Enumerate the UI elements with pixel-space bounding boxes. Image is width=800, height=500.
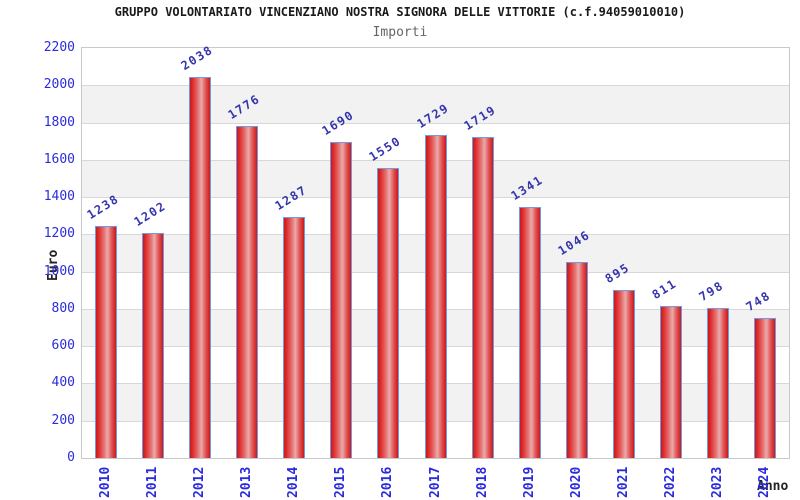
x-tick-label: 2022: [663, 466, 679, 498]
x-tick-label: 2018: [474, 466, 490, 498]
chart-title: GRUPPO VOLONTARIATO VINCENZIANO NOSTRA S…: [114, 5, 686, 19]
bar: [754, 318, 777, 458]
x-tick-label: 2011: [144, 466, 160, 498]
x-tick-label: 2024: [757, 466, 773, 498]
y-tick-label: 2200: [43, 40, 75, 55]
y-tick-label: 600: [51, 338, 75, 354]
x-tick-label: 2016: [380, 466, 396, 498]
x-tick-label: 2015: [333, 466, 349, 498]
bar: [518, 207, 541, 458]
bar: [94, 226, 117, 458]
y-tick-label: 0: [67, 450, 75, 465]
bar: [141, 233, 164, 458]
bar: [424, 135, 447, 458]
y-tick-label: 800: [51, 300, 75, 316]
x-tick-label: 2013: [238, 466, 254, 498]
x-tick-label: 2020: [568, 466, 584, 498]
bar: [613, 290, 636, 458]
y-tick-label: 1800: [43, 114, 75, 130]
bar: [235, 126, 258, 458]
bar: [283, 217, 306, 458]
plot-area: 1238 1202 2038 1776 1287 1690 1550 1729 1719 1341…: [81, 43, 790, 459]
x-tick-label: 2023: [710, 466, 726, 498]
y-tick-label: 400: [51, 375, 75, 391]
x-tick-label: 2021: [616, 466, 632, 498]
y-tick-label: 1400: [43, 189, 75, 205]
y-tick-label: 200: [51, 412, 75, 428]
bar: [471, 137, 494, 458]
bar: [565, 262, 588, 458]
gridline: [82, 85, 789, 87]
x-tick-label: 2014: [286, 466, 302, 498]
x-tick-label: 2010: [97, 466, 113, 498]
y-tick-label: 1200: [43, 226, 75, 242]
x-tick-label: 2019: [521, 466, 537, 498]
x-tick-label: 2012: [191, 466, 207, 498]
y-tick-label: 2000: [43, 77, 75, 93]
bar: [188, 77, 211, 458]
bar: [660, 306, 683, 458]
bar: [707, 308, 730, 458]
chart-subtitle: Importi: [372, 25, 428, 40]
gridline: [82, 122, 789, 124]
y-tick-label: 1000: [43, 263, 75, 279]
bar: [330, 142, 353, 458]
x-tick-label: 2017: [427, 466, 443, 498]
x-axis-title: Anno: [757, 479, 789, 494]
bar: [377, 168, 400, 458]
y-tick-label: 1600: [43, 151, 75, 167]
